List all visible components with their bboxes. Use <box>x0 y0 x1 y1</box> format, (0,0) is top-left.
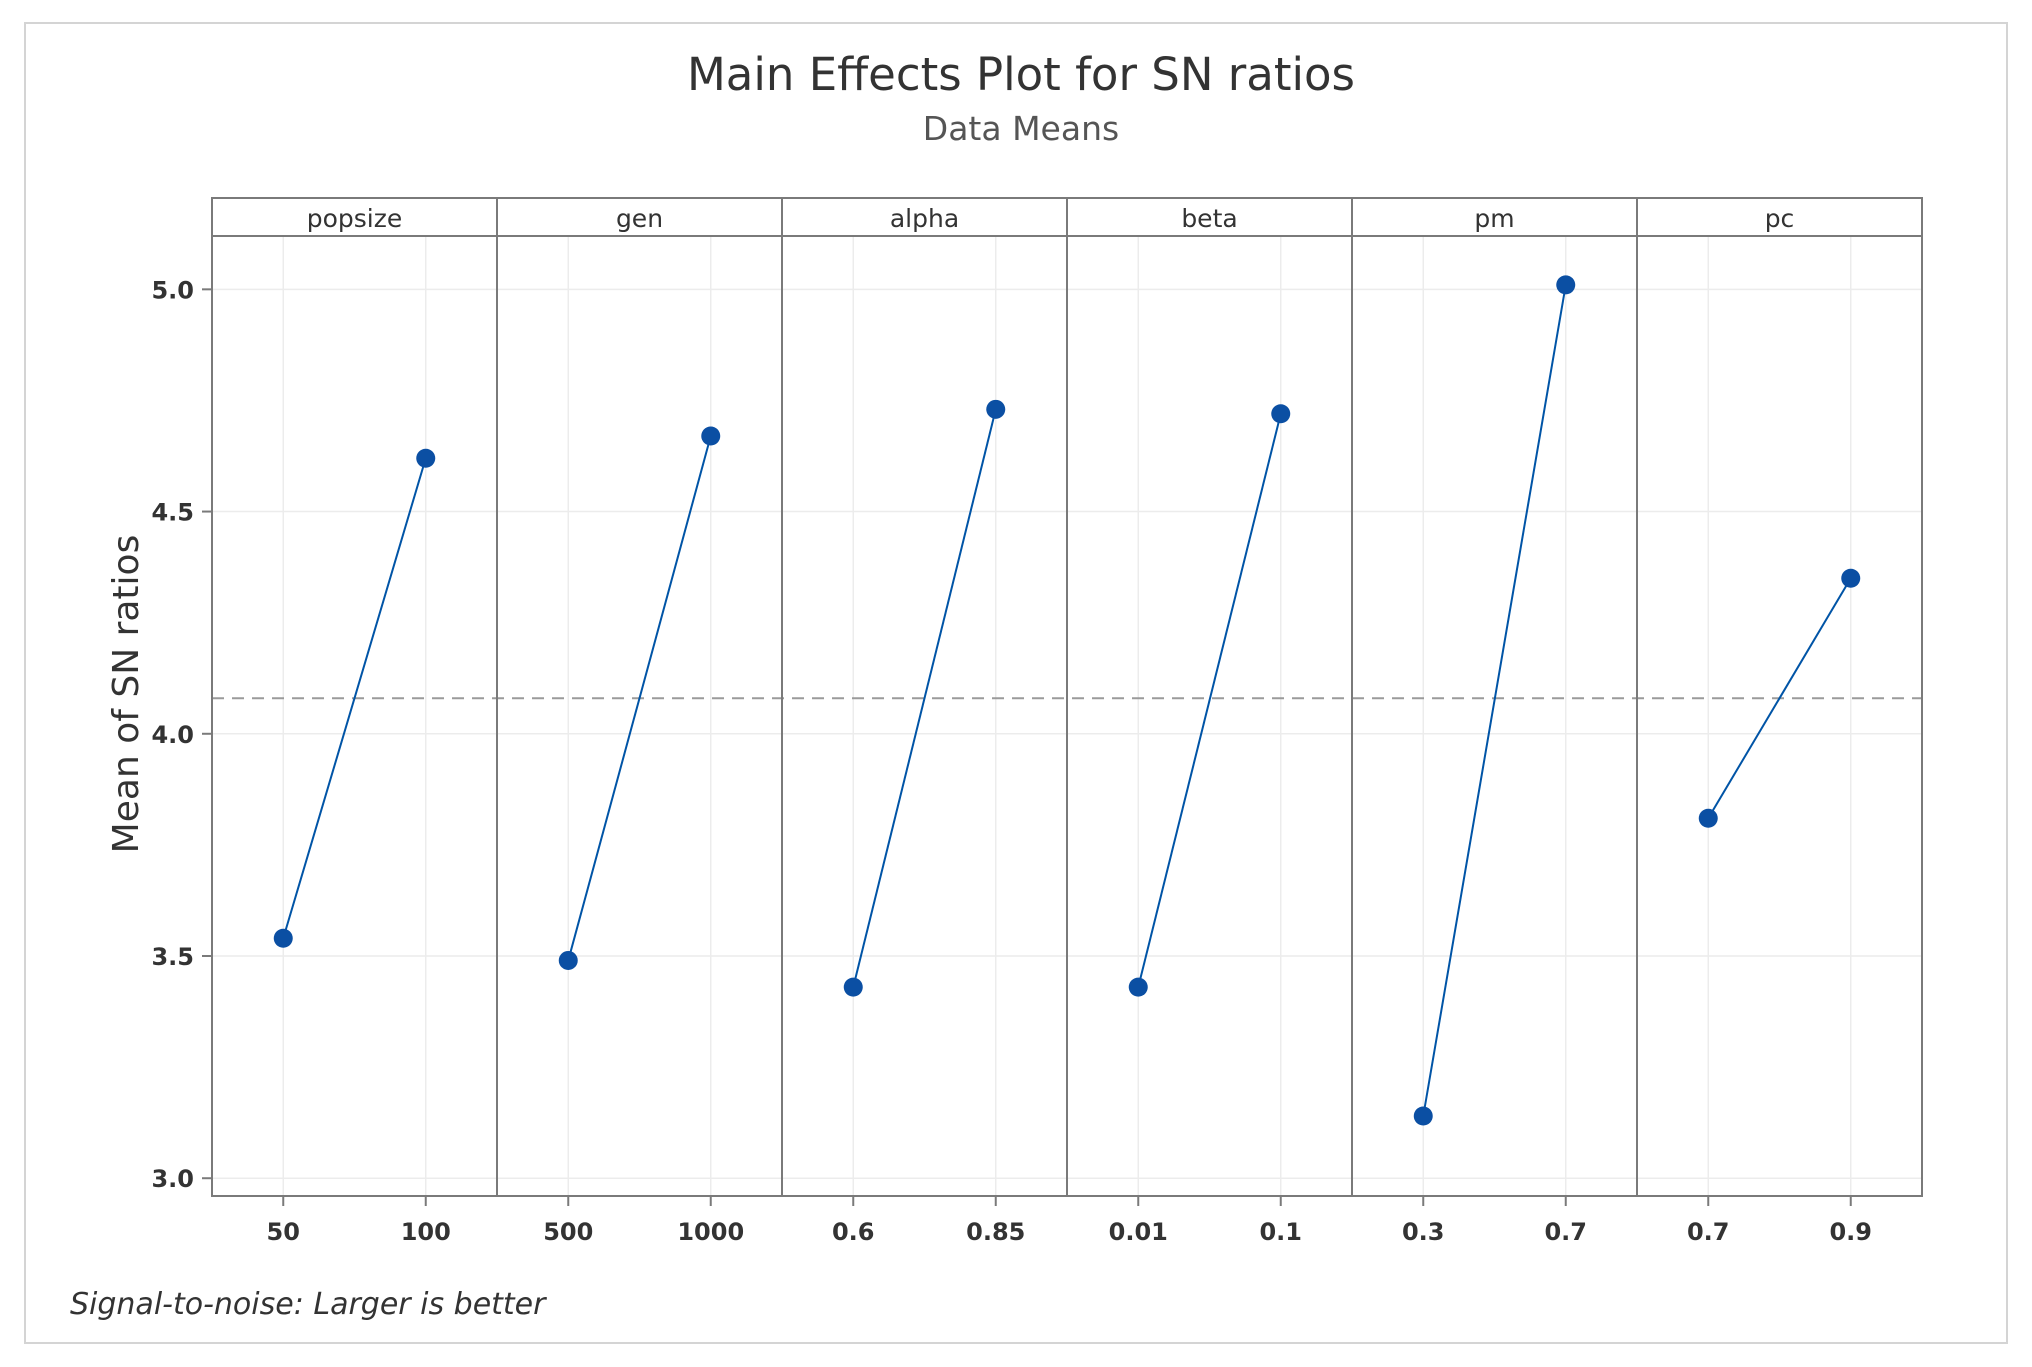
data-point-beta-0.01 <box>1128 977 1148 997</box>
y-tick-label: 4.0 <box>151 721 194 749</box>
y-tick-label: 5.0 <box>151 276 194 304</box>
panel-label-alpha: alpha <box>890 204 959 233</box>
chart-frame: Main Effects Plot for SN ratios Data Mea… <box>24 22 2008 1344</box>
series-line-gen <box>567 435 712 961</box>
y-tick-label: 4.5 <box>151 499 194 527</box>
panel-frame <box>211 235 498 1197</box>
data-point-pm-0.3 <box>1413 1106 1433 1126</box>
panel-label-popsize: popsize <box>307 204 403 233</box>
series-line-alpha <box>852 409 997 988</box>
y-axis-label: Mean of SN ratios <box>106 535 147 854</box>
main-effects-chart: Main Effects Plot for SN ratios Data Mea… <box>70 48 1923 1322</box>
panel-frame <box>1351 235 1638 1197</box>
chart-title: Main Effects Plot for SN ratios <box>687 48 1355 101</box>
panel-frame <box>1066 235 1353 1197</box>
chart-subtitle: Data Means <box>923 109 1119 148</box>
x-tick-label: 0.9 <box>1829 1218 1872 1246</box>
data-point-gen-500 <box>558 950 578 970</box>
plot-layer: 3.0 3.5 4.0 4.5 5.0 popsize 50 100 gen 500 1000 alp… <box>151 197 1923 1246</box>
x-tick-label: 50 <box>267 1218 300 1246</box>
panel-strip <box>1351 197 1638 237</box>
x-tick-label: 0.7 <box>1687 1218 1730 1246</box>
panel-label-beta: beta <box>1181 204 1237 233</box>
panel-label-pm: pm <box>1474 204 1514 233</box>
series-line-pc <box>1707 577 1852 819</box>
panel-frame <box>496 235 783 1197</box>
x-tick-label: 0.85 <box>966 1218 1025 1246</box>
data-point-pm-0.7 <box>1556 275 1576 295</box>
data-point-gen-1000 <box>701 426 721 446</box>
series-line-pm <box>1422 284 1567 1117</box>
data-point-popsize-100 <box>416 448 436 468</box>
x-tick-label: 0.01 <box>1109 1218 1168 1246</box>
x-tick-label: 100 <box>401 1218 451 1246</box>
x-tick-label: 0.7 <box>1544 1218 1587 1246</box>
x-tick-label: 500 <box>543 1218 593 1246</box>
series-line-beta <box>1137 413 1282 988</box>
series-line-popsize <box>282 457 427 939</box>
panel-frame <box>1636 235 1923 1197</box>
data-point-pc-0.7 <box>1698 808 1718 828</box>
x-tick-label: 0.1 <box>1259 1218 1302 1246</box>
data-point-popsize-50 <box>273 928 293 948</box>
data-point-alpha-0.6 <box>843 977 863 997</box>
data-point-alpha-0.85 <box>986 399 1006 419</box>
panel-frame <box>781 235 1068 1197</box>
data-point-pc-0.9 <box>1841 568 1861 588</box>
data-point-beta-0.1 <box>1271 404 1291 424</box>
x-tick-label: 0.3 <box>1402 1218 1445 1246</box>
y-tick-label: 3.0 <box>151 1165 194 1193</box>
footnote: Signal-to-noise: Larger is better <box>70 1287 547 1322</box>
x-tick-label: 1000 <box>677 1218 744 1246</box>
y-tick-label: 3.5 <box>151 943 194 971</box>
panel-label-gen: gen <box>616 204 663 233</box>
x-tick-label: 0.6 <box>832 1218 875 1246</box>
panel-label-pc: pc <box>1765 204 1795 233</box>
